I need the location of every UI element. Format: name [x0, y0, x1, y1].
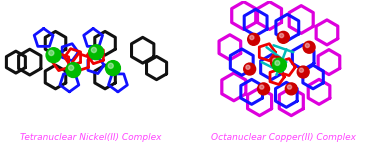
Circle shape	[246, 65, 250, 69]
Circle shape	[260, 85, 264, 89]
Circle shape	[105, 61, 121, 76]
Circle shape	[248, 33, 260, 45]
Circle shape	[279, 34, 284, 38]
Circle shape	[285, 83, 297, 95]
Circle shape	[303, 41, 315, 53]
Circle shape	[66, 63, 81, 77]
Circle shape	[244, 63, 256, 75]
Circle shape	[91, 47, 96, 53]
Circle shape	[299, 68, 304, 72]
Circle shape	[271, 56, 282, 68]
Circle shape	[258, 83, 270, 95]
Circle shape	[275, 61, 280, 65]
Circle shape	[108, 63, 113, 68]
Circle shape	[89, 45, 104, 60]
Text: Octanuclear Copper(II) Complex: Octanuclear Copper(II) Complex	[211, 133, 356, 142]
Circle shape	[277, 31, 289, 43]
Circle shape	[46, 48, 61, 63]
Circle shape	[287, 85, 291, 89]
Circle shape	[49, 50, 54, 56]
Circle shape	[305, 43, 310, 48]
Circle shape	[273, 58, 277, 62]
Text: Tetranuclear Nickel(II) Complex: Tetranuclear Nickel(II) Complex	[20, 133, 162, 142]
Circle shape	[273, 58, 287, 72]
Circle shape	[68, 65, 74, 70]
Circle shape	[250, 35, 254, 40]
Circle shape	[297, 66, 309, 78]
